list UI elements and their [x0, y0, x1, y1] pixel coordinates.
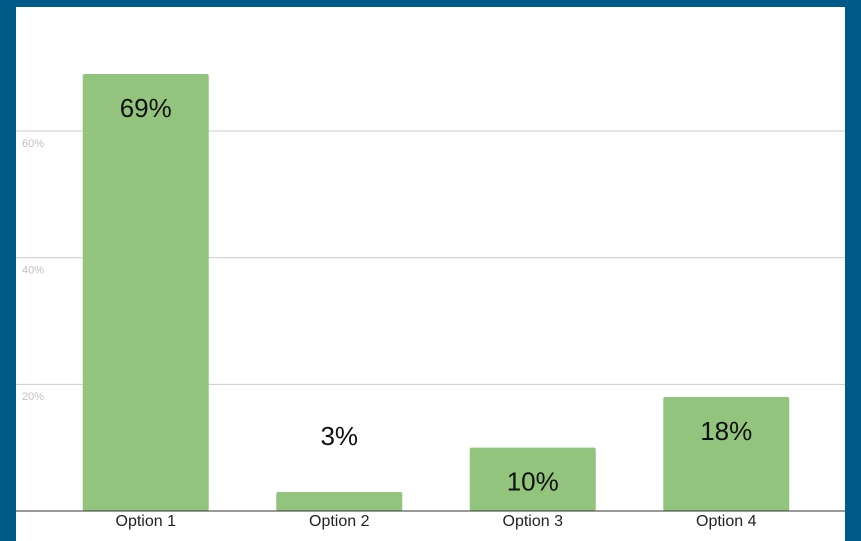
bar — [663, 396, 790, 511]
y-tick-label: 20% — [22, 391, 44, 403]
x-tick-label: Option 1 — [116, 513, 177, 530]
y-tick-label: 40% — [22, 265, 44, 277]
bar — [469, 447, 596, 511]
bar — [82, 73, 209, 511]
bar — [276, 491, 403, 511]
value-label: 3% — [320, 421, 358, 451]
value-label: 69% — [120, 93, 172, 123]
x-tick-label: Option 2 — [309, 513, 370, 530]
value-label: 10% — [507, 467, 559, 497]
value-label: 18% — [700, 416, 752, 446]
y-tick-label: 60% — [22, 138, 44, 150]
x-tick-label: Option 4 — [696, 513, 757, 530]
x-tick-label: Option 3 — [503, 513, 564, 530]
